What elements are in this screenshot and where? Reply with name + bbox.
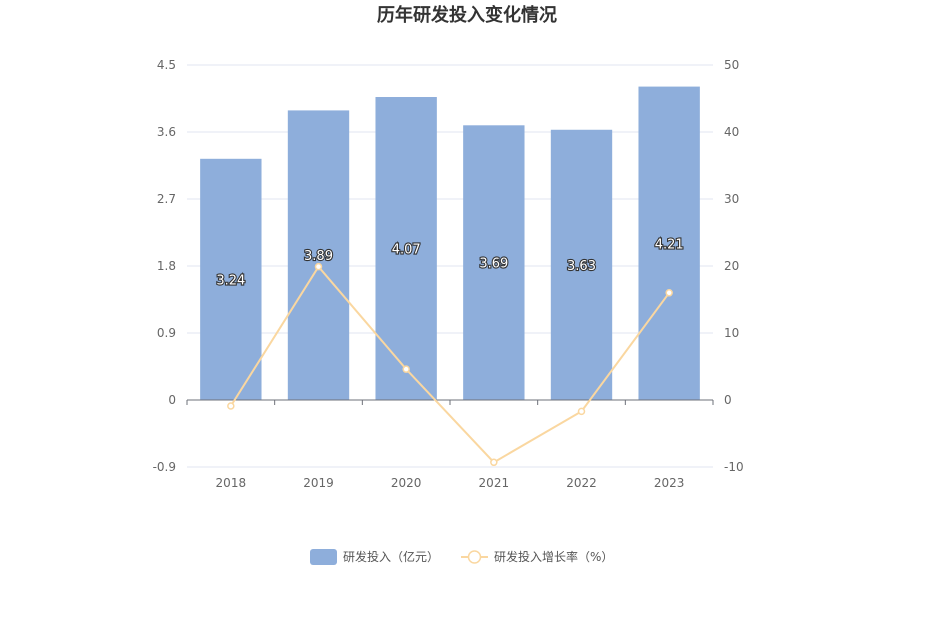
bar-value-label: 4.07 <box>392 243 421 258</box>
bar[interactable] <box>463 125 525 401</box>
growth-line <box>229 264 670 464</box>
bar-value-label: 3.63 <box>567 259 596 274</box>
legend-swatch-bar[interactable] <box>310 549 337 565</box>
right-tick-label: 0 <box>724 393 732 407</box>
chart-title: 历年研发投入变化情况 <box>377 4 557 26</box>
left-tick-label: 0.9 <box>157 326 176 340</box>
right-tick-label: 20 <box>724 259 739 273</box>
bar[interactable] <box>550 129 613 400</box>
bar-value-label: 3.89 <box>304 249 333 264</box>
growth-point[interactable] <box>314 262 323 271</box>
bar-value-label: 4.21 <box>655 237 684 252</box>
left-tick-label: 2.7 <box>157 192 176 206</box>
legend-label-bar[interactable]: 研发投入（亿元） <box>343 549 439 564</box>
left-tick-label: 1.8 <box>157 259 176 273</box>
bar-series <box>200 86 700 401</box>
category-label: 2019 <box>303 476 334 490</box>
right-tick-label: 10 <box>724 326 739 340</box>
bar[interactable] <box>375 97 437 400</box>
left-tick-label: 0 <box>168 393 176 407</box>
right-tick-label: 50 <box>724 58 739 72</box>
bar-labels: 3.24 3.89 4.07 3.69 3.63 4.21 <box>215 236 684 289</box>
category-label: 2020 <box>391 476 422 490</box>
category-label: 2023 <box>654 476 685 490</box>
legend-swatch-line-marker[interactable] <box>467 550 482 564</box>
category-label: 2021 <box>479 476 510 490</box>
right-tick-label: 40 <box>724 125 739 139</box>
bar[interactable] <box>200 158 262 400</box>
left-tick-label: -0.9 <box>153 460 176 474</box>
legend-label-line[interactable]: 研发投入增长率（%） <box>494 549 613 564</box>
right-axis: 50 40 30 20 10 0 -10 <box>724 58 744 474</box>
legend: 研发投入（亿元） 研发投入增长率（%） <box>310 549 613 565</box>
left-tick-label: 3.6 <box>157 125 176 139</box>
bar[interactable] <box>287 110 350 401</box>
growth-point[interactable] <box>227 402 235 410</box>
bar[interactable] <box>638 86 700 400</box>
category-label: 2022 <box>566 476 597 490</box>
growth-point[interactable] <box>577 407 586 416</box>
right-tick-label: 30 <box>724 192 739 206</box>
growth-point[interactable] <box>490 458 498 467</box>
left-tick-label: 4.5 <box>157 58 176 72</box>
x-axis: 2018 2019 2020 2021 2022 2023 <box>186 399 714 490</box>
right-tick-label: -10 <box>724 460 744 474</box>
bar-value-label: 3.69 <box>479 257 508 272</box>
bar-value-label: 3.24 <box>216 273 245 288</box>
line-series <box>227 262 673 467</box>
left-axis: 4.5 3.6 2.7 1.8 0.9 0 -0.9 <box>153 58 176 474</box>
growth-point[interactable] <box>665 289 673 297</box>
category-label: 2018 <box>216 476 247 490</box>
growth-point[interactable] <box>402 365 410 373</box>
grid <box>187 64 713 468</box>
